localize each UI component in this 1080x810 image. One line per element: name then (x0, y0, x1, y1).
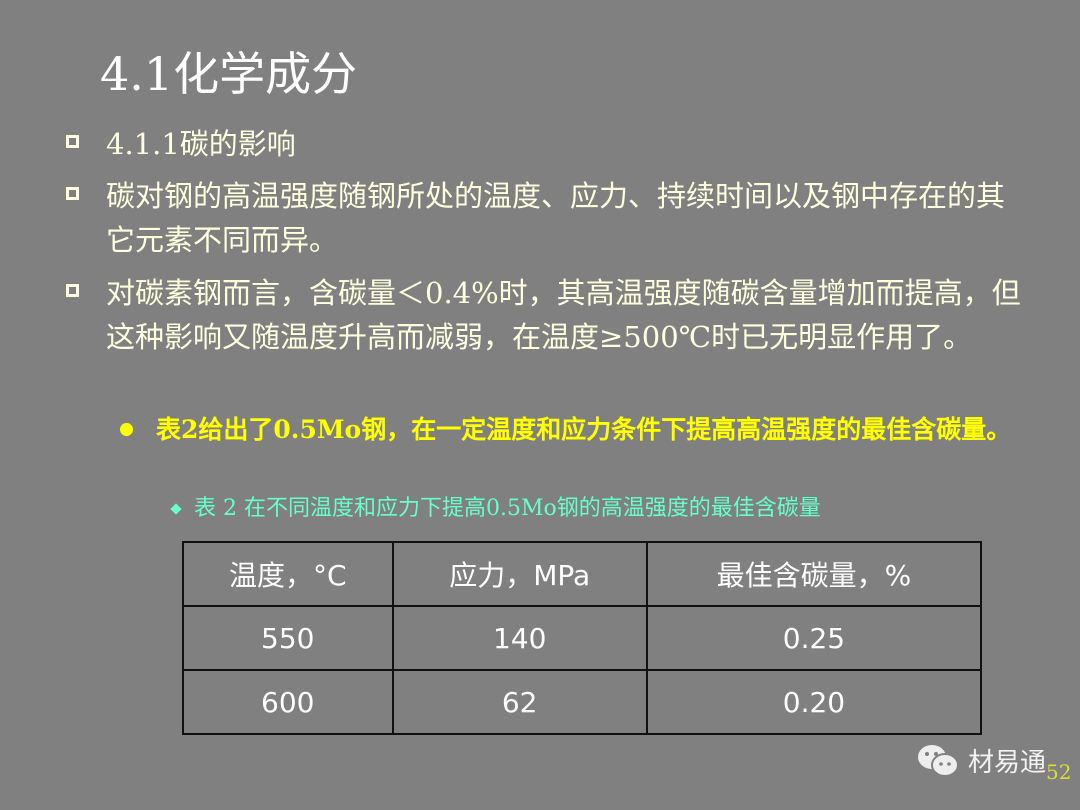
table-row: 550 140 0.25 (182, 605, 983, 671)
header-carbon: 最佳含碳量，% (645, 541, 983, 607)
sub-bullet: 表2给出了0.5Mo钢，在一定温度和应力条件下提高高温强度的最佳含碳量。 (120, 412, 1020, 448)
round-bullet-icon (120, 423, 133, 436)
square-bullet-icon (66, 135, 79, 148)
cell: 62 (391, 669, 648, 735)
carbon-content-table: 温度，°C 应力，MPa 最佳含碳量，% 550 140 0.25 600 62… (182, 541, 983, 735)
square-bullet-icon (66, 187, 79, 200)
page-number: 52 (1046, 760, 1072, 784)
wechat-icon (918, 744, 959, 777)
bullet-item: 碳对钢的高温强度随钢所处的温度、应力、持续时间以及钢中存在的其它元素不同而异。 (66, 174, 1026, 262)
diamond-bullet-icon (170, 503, 182, 515)
table-header-row: 温度，°C 应力，MPa 最佳含碳量，% (182, 541, 983, 607)
header-temperature: 温度，°C (182, 541, 394, 607)
cell: 550 (182, 605, 394, 671)
square-bullet-icon (66, 284, 79, 297)
cell: 140 (391, 605, 648, 671)
watermark-logo: 材易通 (916, 742, 1046, 779)
table-caption: 表 2 在不同温度和应力下提高0.5Mo钢的高温强度的最佳含碳量 (170, 494, 821, 524)
table-row: 600 62 0.20 (182, 669, 983, 735)
header-stress: 应力，MPa (391, 541, 648, 607)
cell: 0.20 (645, 669, 983, 735)
cell: 600 (182, 669, 394, 735)
cell: 0.25 (645, 605, 983, 671)
slide-title: 4.1化学成分 (100, 47, 358, 101)
bullet-item: 对碳素钢而言，含碳量＜0.4%时，其高温强度随碳含量增加而提高，但这种影响又随温… (66, 271, 1026, 359)
bullet-item: 4.1.1碳的影响 (66, 122, 1026, 166)
